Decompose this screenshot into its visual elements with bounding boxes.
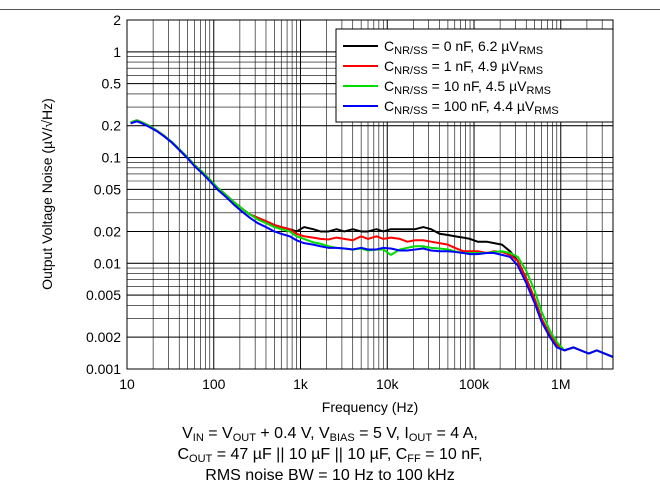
condition-text: = V	[203, 425, 233, 442]
x-tick-label: 1k	[293, 376, 309, 392]
series-line-3	[130, 120, 614, 358]
y-tick-label: 0.005	[86, 287, 121, 303]
series-layer	[130, 119, 614, 358]
noise-chart: 0.001 0.002 0.005 0.01 0.02 0.05 0.1 0.2 0.5 1 2 1…	[39, 12, 614, 415]
condition-text: V	[182, 425, 193, 442]
x-tick-label: 100	[202, 376, 226, 392]
y-tick-label: 0.5	[102, 76, 122, 92]
legend-label-1: CNR/SS = 1 nF, 4.9 µVRMS	[384, 58, 543, 77]
conditions-line-1: VIN = VOUT + 0.4 V, VBIAS = 5 V, IOUT = …	[0, 423, 660, 444]
y-axis-title: Output Voltage Noise (µV/√Hz)	[39, 98, 55, 290]
header-rule	[0, 9, 660, 10]
grid	[127, 20, 613, 369]
conditions-line-3: RMS noise BW = 10 Hz to 100 kHz	[0, 465, 660, 486]
y-tick-label: 0.002	[86, 329, 121, 345]
condition-text: = 5 V, I	[354, 425, 409, 442]
condition-text: + 0.4 V, V	[255, 425, 330, 442]
condition-text: C	[177, 446, 190, 463]
y-tick-label: 0.1	[102, 150, 122, 166]
legend-label-0: CNR/SS = 0 nF, 6.2 µVRMS	[384, 38, 543, 57]
y-tick-label: 2	[113, 12, 121, 28]
y-tick-label: 0.01	[94, 255, 121, 271]
subscript-text: OUT	[232, 432, 256, 444]
legend-box	[335, 28, 614, 123]
subscript-text: OUT	[189, 453, 213, 465]
y-tick-label: 0.05	[94, 181, 121, 197]
y-tick-label: 0.2	[102, 118, 122, 134]
legend-label-2: CNR/SS = 10 nF, 4.5 µVRMS	[384, 78, 551, 97]
subscript-text: OUT	[408, 432, 433, 444]
y-tick-label: 0.02	[94, 223, 121, 239]
x-axis-title: Frequency (Hz)	[322, 399, 418, 415]
plot-frame	[126, 19, 614, 370]
condition-text: = 47 µF || 10 µF || 10 µF, C	[212, 446, 408, 463]
x-tick-label: 1M	[551, 376, 570, 392]
subscript-text: FF	[407, 453, 421, 465]
x-tick-labels: 10 100 1k 10k 100k 1M	[119, 376, 570, 392]
y-tick-label: 1	[113, 44, 121, 60]
condition-text: = 4 A,	[432, 425, 478, 442]
test-conditions: VIN = VOUT + 0.4 V, VBIAS = 5 V, IOUT = …	[0, 423, 660, 486]
condition-text: = 10 nF,	[420, 446, 483, 463]
y-tick-labels: 0.001 0.002 0.005 0.01 0.02 0.05 0.1 0.2 0.5 1 2	[86, 12, 121, 377]
x-tick-label: 100k	[459, 376, 490, 392]
legend-label-3: CNR/SS = 100 nF, 4.4 µVRMS	[384, 98, 559, 117]
subscript-text: BIAS	[329, 432, 355, 444]
condition-text: RMS noise BW = 10 Hz to 100 kHz	[205, 467, 455, 484]
x-tick-label: 10	[119, 376, 135, 392]
conditions-line-2: COUT = 47 µF || 10 µF || 10 µF, CFF = 10…	[0, 444, 660, 465]
subscript-text: IN	[192, 432, 204, 444]
y-tick-label: 0.001	[86, 361, 121, 377]
x-tick-label: 10k	[376, 376, 400, 392]
